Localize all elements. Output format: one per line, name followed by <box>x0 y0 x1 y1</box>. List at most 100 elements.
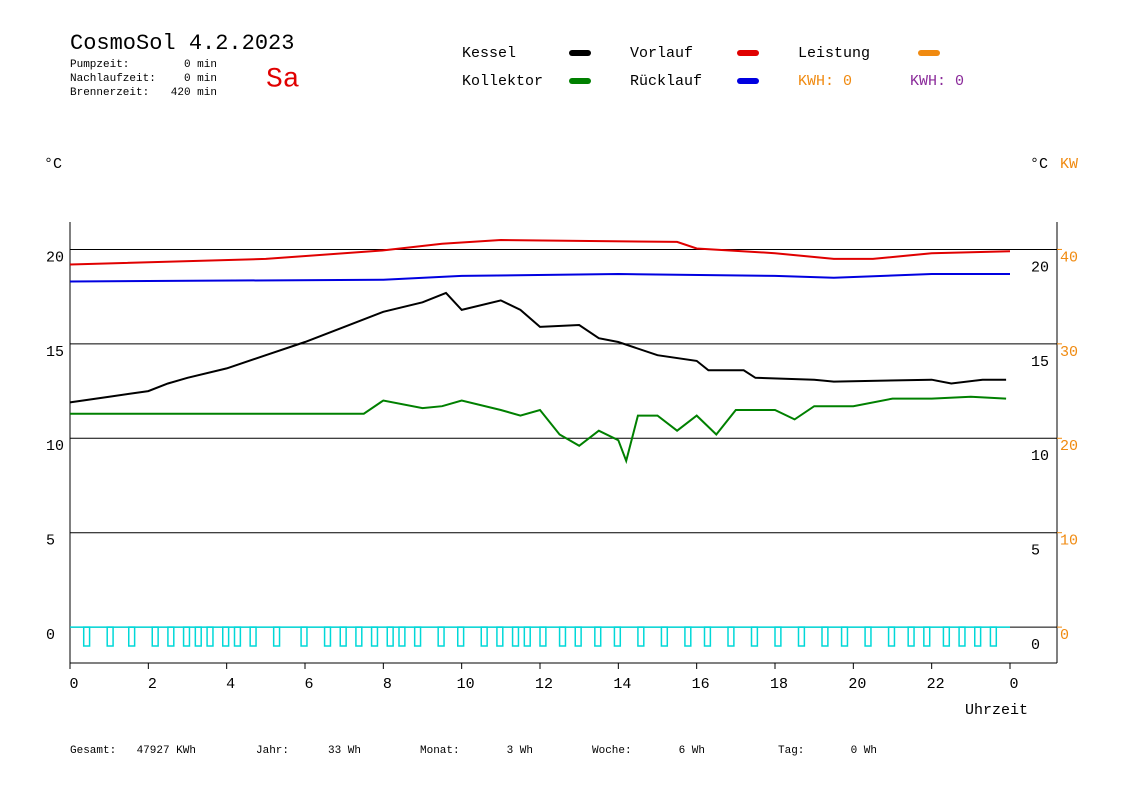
stat-value: 0 min <box>184 73 217 85</box>
x-tick-label: 12 <box>535 676 553 693</box>
y2-unit: °C <box>1030 156 1048 173</box>
pump-pulse <box>106 626 114 647</box>
footer-label: Tag: <box>778 745 804 757</box>
pump-pulse <box>222 626 230 647</box>
y-tick-label: 0 <box>46 627 55 644</box>
day: Sa <box>266 64 300 95</box>
stat-value: 420 min <box>171 87 217 99</box>
pump-pulse <box>907 626 915 647</box>
y2-tick-label: 10 <box>1060 533 1078 550</box>
x-tick-label: 2 <box>148 676 157 693</box>
y-tick-label: 10 <box>46 438 64 455</box>
pump-pulse <box>355 626 363 647</box>
footer-value: 33 Wh <box>328 745 361 757</box>
pump-pulse <box>194 626 202 647</box>
y-right-tick-label: 15 <box>1031 354 1049 371</box>
footer-label: Jahr: <box>256 745 289 757</box>
pump-pulse <box>233 626 242 647</box>
pump-pulse <box>386 626 394 647</box>
pump-pulse <box>887 626 896 647</box>
x-tick-label: 6 <box>304 676 313 693</box>
pump-pulse <box>480 626 488 647</box>
pump-pulse <box>128 626 136 647</box>
y-right-tick-label: 10 <box>1031 448 1049 465</box>
series-line <box>69 272 1010 283</box>
pump-pulse <box>523 626 531 647</box>
pump-pulse <box>613 626 622 647</box>
y-right-tick-label: 5 <box>1031 543 1040 560</box>
pump-pulse <box>660 626 669 647</box>
stat-value: 0 min <box>184 59 217 71</box>
y2-tick-label: 40 <box>1060 249 1078 266</box>
kwh-label: KWH: 0 <box>910 73 964 90</box>
legend-label: Vorlauf <box>630 45 693 62</box>
pump-pulse <box>339 626 347 647</box>
footer-value: 6 Wh <box>679 745 705 757</box>
legend-label: Kessel <box>462 45 516 62</box>
x-tick-label: 22 <box>927 676 945 693</box>
pump-pulse <box>594 626 602 647</box>
pump-pulse <box>942 626 951 647</box>
pump-pulse <box>989 626 998 647</box>
series-line <box>70 395 1007 465</box>
pump-pulse <box>182 626 191 647</box>
y-tick-label: 20 <box>46 249 64 266</box>
footer-value: 0 Wh <box>851 745 877 757</box>
pump-pulse <box>413 626 422 647</box>
legend-label: Leistung <box>798 45 870 62</box>
pump-pulse <box>727 626 735 647</box>
y2-tick-label: 20 <box>1060 438 1078 455</box>
pump-pulse <box>249 626 257 647</box>
pump-pulse <box>457 626 465 647</box>
pump-pulse <box>797 626 806 647</box>
x-tick-label: 20 <box>848 676 866 693</box>
x-tick-label: 10 <box>457 676 475 693</box>
pump-pulse <box>539 626 547 647</box>
pump-pulse <box>206 626 214 647</box>
pump-pulse <box>637 626 645 647</box>
kwh-label: KWH: 0 <box>798 73 852 90</box>
x-tick-label: 0 <box>1009 676 1018 693</box>
y-tick-label: 5 <box>46 533 55 550</box>
footer-label: Woche: <box>592 745 632 757</box>
pump-pulse <box>167 626 175 647</box>
pump-pulse <box>684 626 692 647</box>
pump-pulse <box>840 626 849 647</box>
pump-pulse <box>974 626 982 647</box>
pump-pulse <box>437 626 445 647</box>
pump-pulse <box>558 626 567 647</box>
x-tick-label: 18 <box>770 676 788 693</box>
y-unit: °C <box>44 156 62 173</box>
x-tick-label: 4 <box>226 676 235 693</box>
y-tick-label: 15 <box>46 344 64 361</box>
series-line <box>69 291 1007 404</box>
stat-label: Pumpzeit: <box>70 59 129 71</box>
legend-label: Rücklauf <box>630 73 702 90</box>
pump-pulse <box>821 626 829 647</box>
stat-label: Nachlaufzeit: <box>70 73 156 85</box>
y-right-tick-label: 20 <box>1031 259 1049 276</box>
x-tick-label: 14 <box>613 676 631 693</box>
pump-pulse <box>151 626 159 647</box>
pump-pulse <box>496 626 504 647</box>
pump-pulse <box>511 626 520 647</box>
pump-pulse <box>958 626 966 647</box>
pump-pulse <box>574 626 582 647</box>
pump-pulse <box>923 626 931 647</box>
pump-pulse <box>300 626 308 647</box>
pump-pulse <box>272 626 281 647</box>
x-tick-label: 0 <box>69 676 78 693</box>
x-axis-label: Uhrzeit <box>965 702 1028 719</box>
pump-pulse <box>398 626 406 647</box>
footer-label: Monat: <box>420 745 460 757</box>
pump-pulse <box>703 626 712 647</box>
y2-tick-label: 30 <box>1060 344 1078 361</box>
footer-label: Gesamt: <box>70 745 116 757</box>
footer-value: 3 Wh <box>507 745 533 757</box>
pump-pulse <box>370 626 379 647</box>
x-tick-label: 16 <box>692 676 710 693</box>
legend-label: Kollektor <box>462 73 543 90</box>
y-right-tick-label: 0 <box>1031 637 1040 654</box>
title: CosmoSol 4.2.2023 <box>70 31 294 56</box>
